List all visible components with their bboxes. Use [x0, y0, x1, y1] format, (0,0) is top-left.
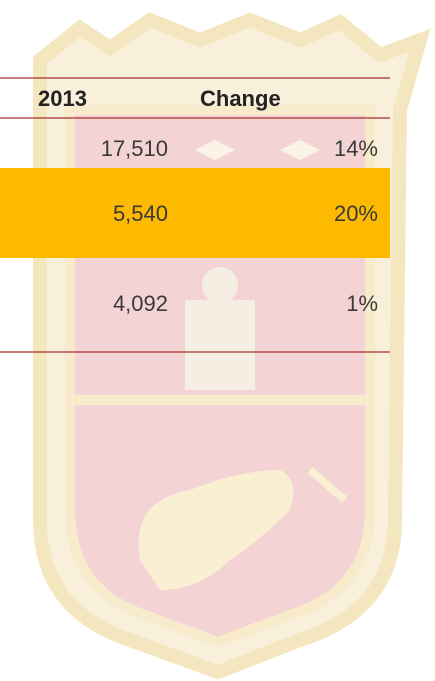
- cell: 17,510: [101, 136, 168, 161]
- cell: 14%: [334, 136, 378, 161]
- header-cell: 2013: [38, 86, 87, 111]
- cell: 5,540: [113, 201, 168, 226]
- header-cell: Change: [200, 86, 281, 111]
- cell: 4,092: [113, 291, 168, 316]
- highlight-row: [0, 168, 390, 258]
- cell: 20%: [334, 201, 378, 226]
- cell: 1%: [346, 291, 378, 316]
